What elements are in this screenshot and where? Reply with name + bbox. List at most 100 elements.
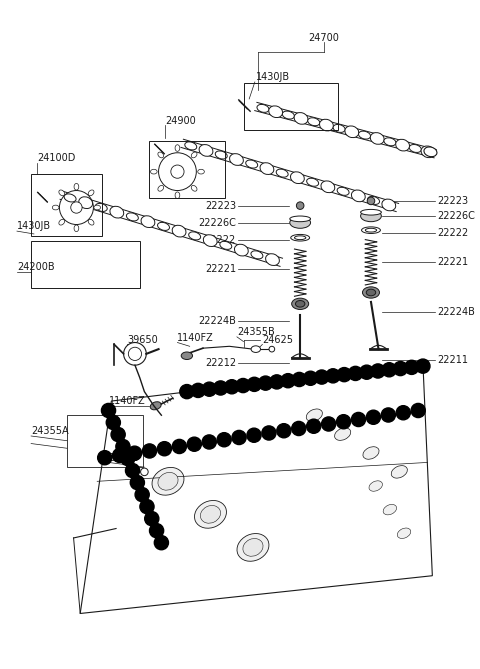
Ellipse shape: [74, 225, 79, 231]
Circle shape: [236, 379, 250, 393]
Circle shape: [202, 382, 216, 396]
Ellipse shape: [215, 151, 227, 159]
Bar: [67, 415, 143, 467]
Text: 1430JB: 1430JB: [256, 72, 290, 82]
Ellipse shape: [181, 352, 192, 359]
Bar: [149, 141, 225, 198]
Circle shape: [124, 343, 146, 365]
Circle shape: [60, 191, 94, 225]
Ellipse shape: [234, 244, 248, 256]
Ellipse shape: [74, 183, 79, 190]
Ellipse shape: [333, 124, 345, 132]
Circle shape: [292, 421, 306, 436]
Circle shape: [247, 377, 262, 391]
Ellipse shape: [360, 209, 382, 215]
Circle shape: [97, 451, 112, 465]
Ellipse shape: [396, 139, 409, 151]
Circle shape: [411, 403, 425, 417]
Ellipse shape: [265, 254, 279, 266]
Ellipse shape: [110, 206, 124, 218]
Text: 22221: 22221: [437, 258, 468, 268]
Circle shape: [393, 361, 408, 375]
Circle shape: [180, 385, 194, 399]
Ellipse shape: [320, 119, 334, 131]
Text: 22223: 22223: [205, 201, 236, 211]
Ellipse shape: [397, 528, 411, 539]
Text: 22222: 22222: [205, 235, 236, 245]
Ellipse shape: [294, 112, 308, 124]
Ellipse shape: [152, 468, 184, 495]
Ellipse shape: [370, 132, 384, 145]
Circle shape: [101, 403, 116, 417]
Circle shape: [262, 426, 276, 440]
Ellipse shape: [269, 106, 283, 118]
Circle shape: [396, 405, 410, 420]
Ellipse shape: [421, 146, 435, 158]
Circle shape: [128, 446, 142, 460]
Circle shape: [141, 468, 148, 476]
Text: 22224B: 22224B: [198, 316, 236, 326]
Ellipse shape: [369, 481, 383, 491]
Ellipse shape: [52, 205, 59, 210]
Circle shape: [322, 417, 336, 431]
Circle shape: [171, 165, 184, 178]
Ellipse shape: [409, 145, 421, 153]
Text: 24355B: 24355B: [237, 327, 275, 337]
Circle shape: [187, 437, 202, 452]
Ellipse shape: [384, 138, 396, 146]
Circle shape: [120, 452, 135, 466]
Ellipse shape: [157, 222, 169, 230]
Circle shape: [217, 433, 231, 447]
Ellipse shape: [175, 192, 180, 199]
Circle shape: [269, 347, 275, 352]
Circle shape: [360, 365, 374, 379]
Ellipse shape: [64, 194, 76, 202]
Text: 1140FZ: 1140FZ: [178, 332, 214, 343]
Ellipse shape: [243, 539, 263, 556]
Bar: [31, 175, 102, 236]
Ellipse shape: [237, 534, 269, 561]
Circle shape: [367, 197, 375, 205]
Circle shape: [225, 380, 239, 394]
Text: 22226C: 22226C: [198, 217, 236, 227]
Ellipse shape: [335, 428, 351, 440]
Ellipse shape: [220, 242, 232, 250]
Circle shape: [116, 440, 130, 454]
Ellipse shape: [88, 190, 94, 196]
Ellipse shape: [291, 234, 310, 241]
Ellipse shape: [189, 232, 201, 240]
Ellipse shape: [337, 187, 349, 195]
Ellipse shape: [362, 287, 380, 298]
Ellipse shape: [345, 126, 359, 138]
Circle shape: [157, 442, 171, 456]
Text: 22211: 22211: [437, 355, 468, 365]
Text: 1140FZ: 1140FZ: [108, 396, 145, 406]
Ellipse shape: [282, 111, 294, 119]
Text: 1430JB: 1430JB: [17, 221, 51, 231]
Ellipse shape: [204, 235, 217, 246]
Polygon shape: [80, 363, 432, 613]
Ellipse shape: [424, 147, 437, 157]
Circle shape: [416, 359, 430, 373]
Text: 22222: 22222: [437, 228, 468, 238]
Circle shape: [381, 408, 396, 422]
Circle shape: [371, 364, 385, 378]
Ellipse shape: [175, 145, 180, 151]
Circle shape: [351, 412, 366, 427]
Ellipse shape: [59, 190, 65, 196]
Circle shape: [214, 381, 228, 395]
Circle shape: [232, 430, 246, 445]
Circle shape: [315, 370, 329, 384]
Circle shape: [113, 448, 127, 462]
Ellipse shape: [296, 300, 305, 307]
Circle shape: [158, 153, 196, 191]
Ellipse shape: [307, 178, 319, 186]
Bar: [243, 83, 338, 130]
Text: 22212: 22212: [205, 359, 236, 369]
Ellipse shape: [151, 169, 157, 174]
Circle shape: [405, 361, 419, 375]
Circle shape: [135, 488, 149, 502]
Ellipse shape: [158, 185, 164, 191]
Circle shape: [296, 202, 304, 209]
Circle shape: [154, 536, 168, 550]
